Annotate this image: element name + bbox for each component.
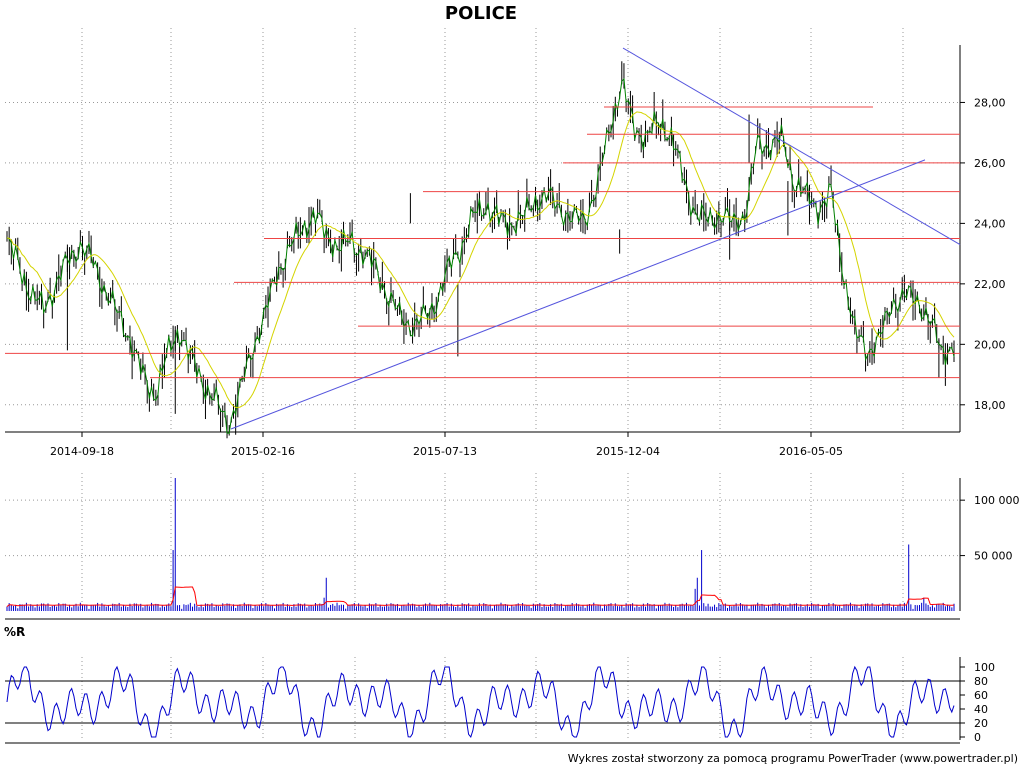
- y-tick-label: 60: [974, 689, 988, 702]
- x-tick-label: 2016-05-05: [779, 445, 843, 458]
- footer-credit: Wykres został stworzony za pomocą progra…: [567, 752, 1018, 765]
- close-line: [6, 77, 955, 434]
- trend-line: [230, 159, 926, 430]
- volume-ma-line: [6, 586, 955, 607]
- chart-title: POLICE: [445, 3, 517, 24]
- y-tick-label: 40: [974, 703, 988, 716]
- trend-line: [622, 47, 961, 245]
- wr-panel-label: %R: [4, 625, 25, 639]
- y-tick-label: 20: [974, 717, 988, 730]
- x-tick-label: 2015-12-04: [596, 445, 660, 458]
- y-tick-label: 20,00: [974, 338, 1006, 351]
- y-tick-label: 18,00: [974, 399, 1006, 412]
- x-tick-label: 2015-07-13: [413, 445, 477, 458]
- y-tick-label: 26,00: [974, 157, 1006, 170]
- x-tick-label: 2014-09-18: [50, 445, 114, 458]
- wr-line: [6, 665, 955, 739]
- x-tick-label: 2015-02-16: [231, 445, 295, 458]
- y-tick-label: 100: [974, 661, 995, 674]
- y-tick-label: 22,00: [974, 278, 1006, 291]
- y-tick-label: 80: [974, 675, 988, 688]
- y-tick-label: 28,00: [974, 96, 1006, 109]
- y-tick-label: 100 000: [974, 494, 1020, 507]
- moving-average-line: [6, 111, 955, 409]
- y-tick-label: 50 000: [974, 550, 1013, 563]
- y-tick-label: 24,00: [974, 217, 1006, 230]
- y-tick-label: 0: [974, 731, 981, 744]
